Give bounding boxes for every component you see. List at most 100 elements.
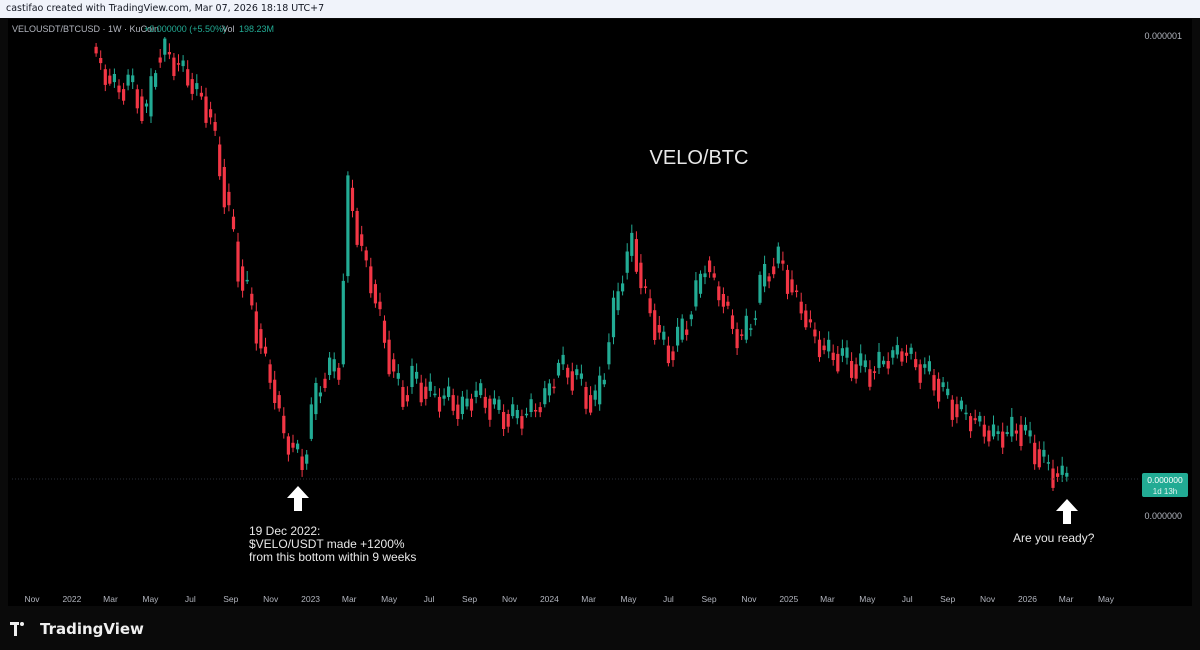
candle-body	[817, 339, 822, 358]
price-tag-bg	[1142, 473, 1188, 497]
candle-body	[1028, 430, 1032, 437]
candle-body	[607, 342, 611, 365]
candle-series	[94, 37, 1069, 491]
candle-body	[900, 351, 904, 362]
candle-body	[653, 310, 657, 340]
candle-body	[154, 73, 158, 87]
candle-body	[932, 375, 936, 391]
candle-body	[350, 187, 355, 211]
candle-body	[744, 315, 748, 340]
candle-body	[726, 301, 730, 306]
symbol-legend[interactable]: VELOUSDT/BTCUSD · 1W · KuCoin	[12, 24, 159, 34]
candle-body	[634, 239, 638, 272]
candle-body	[895, 345, 899, 355]
candle-body	[795, 290, 799, 292]
candle-body	[556, 362, 561, 376]
candle-body	[218, 144, 222, 177]
candle-body	[593, 390, 597, 400]
x-tick-label: Sep	[940, 594, 955, 604]
candle-body	[763, 264, 767, 287]
candle-body	[662, 331, 666, 340]
candle-body	[767, 276, 771, 282]
candlestick-chart[interactable]: VELOUSDT/BTCUSD · 1W · KuCoin +0.000000 …	[8, 19, 1192, 606]
bottom-note-line-3: from this bottom within 9 weeks	[249, 550, 416, 564]
candle-body	[859, 353, 863, 366]
candle-body	[456, 404, 460, 419]
candle-body	[639, 262, 643, 289]
candle-body	[401, 387, 405, 407]
candle-body	[195, 83, 199, 90]
candle-body	[790, 279, 794, 293]
candle-body	[676, 326, 680, 346]
x-tick-label: May	[620, 594, 637, 604]
tradingview-logo-icon	[10, 622, 34, 636]
candle-body	[877, 351, 881, 368]
candle-body	[991, 424, 996, 437]
candle-body	[840, 348, 844, 356]
candle-body	[131, 75, 135, 83]
x-axis: Nov 2022 Mar May Jul Sep Nov 2023 Mar May Jul Sep No…	[24, 594, 1114, 604]
candle-body	[717, 286, 721, 301]
candle-body	[868, 369, 872, 387]
tradingview-logo[interactable]: TradingView	[10, 620, 144, 638]
candle-body	[181, 60, 185, 67]
candle-body	[863, 360, 867, 368]
candle-body	[309, 404, 313, 439]
x-tick-label: Sep	[462, 594, 477, 604]
candle-body	[176, 63, 181, 65]
candle-body	[419, 382, 423, 403]
x-tick-label: 2026	[1018, 594, 1037, 604]
candle-body	[721, 294, 725, 307]
candle-body	[460, 396, 464, 414]
candle-body	[117, 85, 121, 93]
x-tick-label: Nov	[263, 594, 279, 604]
candle-body	[447, 386, 451, 397]
candle-body	[474, 390, 478, 397]
candle-body	[689, 314, 693, 320]
candle-body	[268, 364, 272, 383]
candle-body	[314, 383, 318, 415]
candle-body	[598, 375, 602, 405]
candle-body	[1005, 432, 1009, 434]
x-tick-label: Jul	[185, 594, 196, 604]
ready-note: Are you ready?	[1013, 531, 1095, 545]
candle-body	[209, 109, 213, 118]
brand-name: TradingView	[40, 620, 144, 638]
candle-body	[753, 318, 757, 320]
x-tick-label: 2023	[301, 594, 320, 604]
candle-body	[382, 320, 387, 343]
candle-body	[978, 415, 982, 422]
candle-body	[355, 211, 359, 245]
candle-body	[703, 273, 707, 278]
candle-body	[1010, 416, 1014, 437]
x-tick-label: Nov	[980, 594, 996, 604]
candle-body	[245, 279, 249, 282]
candle-body	[424, 386, 428, 399]
candle-body	[1065, 472, 1069, 477]
candle-body	[112, 74, 116, 83]
candle-body	[488, 398, 492, 420]
candle-body	[1037, 449, 1041, 468]
candle-body	[584, 387, 588, 409]
candle-body	[140, 96, 144, 121]
candle-body	[236, 241, 240, 282]
candle-body	[506, 414, 510, 427]
candle-body	[996, 431, 1000, 434]
x-tick-label: 2025	[779, 594, 798, 604]
candle-body	[772, 266, 776, 275]
candle-body	[337, 367, 341, 380]
candle-body	[392, 359, 396, 372]
candle-body	[405, 395, 409, 402]
candle-body	[360, 234, 364, 246]
candle-body	[538, 407, 542, 413]
candle-body	[415, 371, 419, 379]
candle-body	[433, 393, 437, 396]
candle-body	[904, 352, 909, 356]
candle-body	[515, 410, 519, 419]
candle-body	[149, 76, 153, 117]
candle-body	[740, 334, 744, 336]
chart-area[interactable]: VELOUSDT/BTCUSD · 1W · KuCoin +0.000000 …	[8, 19, 1192, 606]
candle-body	[296, 443, 300, 450]
candle-body	[190, 79, 194, 94]
candle-body	[442, 395, 446, 399]
